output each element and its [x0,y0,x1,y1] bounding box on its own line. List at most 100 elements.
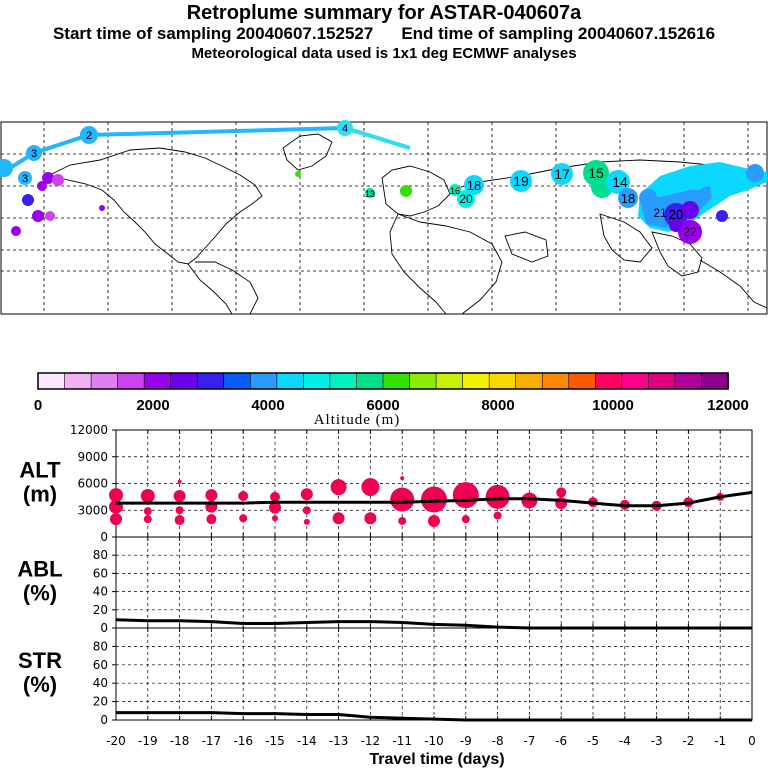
map-cluster [0,159,13,177]
map-cluster [551,163,573,185]
y-tick-label: 12000 [70,423,108,437]
altitude-cluster [109,488,123,503]
colorbar-cell [621,372,650,390]
colorbar-cell [64,372,92,390]
map-cluster [295,171,301,177]
x-tick-label: -3 [651,734,663,748]
plume-track-segment [344,126,411,150]
map-cluster [689,174,705,190]
x-tick-label: -11 [392,734,412,748]
colorbar-cell [648,372,676,390]
sampling-times: Start time of sampling 20040607.152527 En… [0,24,768,44]
altitude-colorbar: 0 2000 4000 6000 8000 10000 12000 Altitude (m) [34,372,749,428]
map-cluster [716,210,728,222]
altitude-cluster [177,479,182,484]
map-cluster [606,170,630,194]
map-cluster [510,170,532,192]
chart-title: Retroplume summary for ASTAR-040607a [186,2,582,24]
x-tick-label: -18 [170,734,190,748]
map-cluster-label: 3 [31,148,37,160]
altitude-cluster [390,487,415,512]
map-cluster [99,205,105,211]
x-tick-label: -1 [714,734,726,748]
world-map: 2 3 4 3 13 16 18 20 19 17 15 14 18 20 22… [0,120,768,315]
map-cluster-label: 18 [467,178,481,193]
y-tick-label: 6000 [77,477,108,491]
colorbar-tick-label: 12000 [707,397,749,414]
x-tick-label: -12 [361,734,381,748]
colorbar-cell [250,372,278,390]
y-tick-label: 60 [93,658,108,672]
altitude-cluster [173,489,186,502]
y-tick-label: 3000 [77,503,108,517]
time-series-panels: 030006000900012000ALT(m)020406080ABL(%)0… [17,423,755,748]
panel-str: 0 20 40 60 80 STR(%) [18,627,753,727]
altitude-cluster [493,511,502,520]
map-cluster [42,172,54,184]
colorbar-cell [674,372,703,390]
y-tick-label: 0 [100,530,108,544]
map-cluster-label: 16 [450,186,460,196]
x-tick-label: -14 [297,734,317,748]
colorbar-cell [223,372,252,390]
colorbar-cell [409,372,437,390]
map-cluster-label: 3 [22,173,28,185]
colorbar-tick-label: 4000 [251,397,284,414]
x-tick-label: -16 [233,734,253,748]
map-cluster [678,220,702,244]
map-cluster [681,201,699,219]
map-cluster [45,211,55,221]
colorbar-tick-label: 8000 [481,397,514,414]
map-cluster-label: 18 [621,191,635,206]
map-cluster [80,126,98,144]
altitude-cluster [364,512,377,525]
x-tick-label: -6 [555,734,567,748]
colorbar-cell [515,372,544,390]
colorbar-cell [37,372,66,390]
map-cluster [669,218,683,232]
x-tick-label: -9 [460,734,472,748]
map-cluster-label: 20 [459,192,473,206]
altitude-cluster [428,514,440,527]
map-cluster-label: 21 [653,206,667,220]
map-cluster-label: 17 [554,166,570,182]
y-tick-label: 20 [93,603,108,617]
map-cluster [11,226,21,236]
y-tick-label: 80 [93,639,108,653]
map-cluster [37,181,47,191]
colorbar-tick-label: 0 [34,397,42,414]
map-cluster-label: 2 [86,130,92,142]
map-cluster-label: 19 [513,173,529,189]
altitude-cluster [485,484,510,509]
altitude-cluster [521,492,538,509]
altitude-cluster [452,482,479,509]
colorbar-cell [196,372,225,390]
x-tick-label: -20 [106,734,126,748]
map-cluster [52,174,64,186]
x-tick-label: -4 [619,734,631,748]
colorbar-cell [435,372,464,390]
panel-alt: 0 3000 6000 9000 12000 ALT(m) [19,423,753,544]
y-tick-label: 0 [100,713,108,727]
y-tick-label: 60 [93,566,108,580]
met-data-label: Meteorological data used is 1x1 deg ECMW… [191,45,577,62]
altitude-cluster [174,515,185,526]
map-cluster [449,184,461,196]
colorbar-cell [701,372,729,390]
colorbar-cells [37,372,729,390]
colorbar-cell [356,372,384,390]
altitude-cluster [400,476,405,481]
map-cluster-label: 15 [588,165,604,181]
panel-label-unit: (m) [23,482,57,507]
altitude-cluster [140,488,155,503]
colorbar-cell [541,372,570,390]
altitude-cluster [461,515,470,524]
panel-abl: 0 20 40 60 80 ABL(%) [17,536,753,635]
colorbar-title: Altitude (m) [314,412,401,428]
colorbar-cell [90,372,119,390]
y-tick-label: 40 [93,676,108,690]
colorbar-tick-label: 10000 [592,397,634,414]
map-cluster-label: 4 [342,123,348,135]
colorbar-frame [37,372,729,390]
